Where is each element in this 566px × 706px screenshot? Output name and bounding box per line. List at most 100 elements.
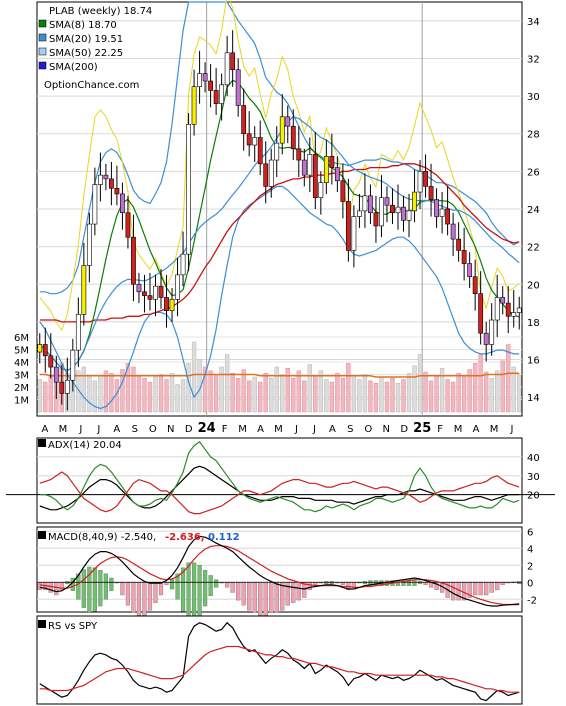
candle-body [70, 349, 76, 381]
candle-body [114, 188, 120, 195]
candle-body [312, 154, 318, 199]
candle-body [362, 195, 368, 212]
volume-bar [379, 376, 384, 413]
minus-di-line [39, 471, 520, 515]
month-label: M [454, 424, 463, 435]
volume-bar [180, 379, 186, 413]
macd-histogram-bar [258, 582, 263, 616]
volume-bar [186, 363, 191, 413]
volume-bar [291, 378, 296, 413]
candle-body [131, 236, 136, 285]
volume-bar [48, 375, 53, 413]
volume-bar [131, 366, 136, 413]
candle-body [439, 208, 445, 217]
month-label: S [347, 424, 353, 435]
volume-bar [500, 360, 505, 413]
adx-label: ADX(14) 20.04 [48, 440, 122, 451]
rs-legend-swatch [38, 620, 46, 628]
candle-body [158, 285, 164, 298]
volume-bar [280, 374, 285, 413]
legend-label: SMA(20) 19.51 [49, 34, 123, 45]
candle-body [257, 137, 263, 165]
volume-tick-label: 1M [14, 396, 29, 407]
volume-bar [191, 341, 197, 413]
macd-histogram-bar [473, 582, 478, 596]
legend-label: PLAB (weekly) 18.74 [49, 6, 152, 17]
candle-body [81, 265, 87, 315]
macd-histogram-bar [230, 582, 235, 593]
volume-bar [103, 370, 109, 413]
volume-bar [87, 376, 92, 413]
candle-body [417, 171, 423, 193]
volume-bar [340, 378, 346, 413]
sma20-line [39, 116, 520, 372]
macd-histogram-bar [191, 562, 197, 622]
candle-body [37, 344, 43, 353]
volume-bar [483, 371, 489, 413]
volume-bar [439, 368, 445, 413]
macd-histogram-bar [247, 582, 252, 611]
volume-bar [357, 379, 362, 413]
macd-histogram-bar [125, 582, 131, 606]
month-label: A [329, 424, 336, 435]
volume-bar [428, 380, 434, 413]
volume-bar [285, 368, 290, 413]
upper-band-line [39, 1, 520, 295]
macd-histogram-bar [241, 582, 246, 606]
macd-histogram-bar [280, 582, 285, 611]
volume-bar [241, 369, 246, 413]
price-tick-label: 24 [527, 205, 540, 216]
candle-body [323, 156, 329, 183]
candle-body [406, 210, 412, 221]
rs-line [39, 621, 520, 702]
candle-body [180, 253, 186, 276]
candle-body [230, 52, 236, 71]
month-label: J [294, 424, 298, 435]
macd-histogram-bar [169, 578, 175, 590]
candle-body [279, 116, 285, 144]
macd-histogram-bar [324, 581, 329, 585]
volume-bar [224, 354, 230, 413]
rs-average-line [39, 645, 520, 693]
candle-body [285, 116, 291, 127]
volume-bar [445, 379, 450, 413]
candle-body [307, 154, 313, 176]
candle-body [290, 125, 296, 150]
macd-histogram-bar [87, 566, 92, 614]
candle-body [390, 204, 395, 214]
candle-body [120, 193, 125, 214]
watermark-text: OptionChance.com [44, 80, 139, 91]
candle-body [373, 212, 379, 227]
macd-histogram-bar [269, 582, 274, 614]
price-tick-label: 26 [527, 167, 540, 178]
month-label: A [42, 424, 49, 435]
volume-tick-label: 6M [14, 333, 29, 344]
volume-bar [390, 378, 395, 413]
legend-swatch [38, 61, 47, 70]
macd-histogram-bar [412, 580, 417, 586]
candle-body [263, 163, 269, 187]
candle-body [202, 73, 208, 82]
macd-histogram-bar [175, 573, 180, 600]
macd-histogram-bar [274, 582, 279, 614]
adx-tick-label: 40 [527, 453, 540, 464]
month-label: N [383, 424, 390, 435]
legend-swatch [38, 33, 47, 42]
adx-tick-label: 30 [527, 472, 540, 483]
candle-body [318, 182, 324, 199]
candle-body [505, 302, 511, 317]
month-label: M [59, 424, 68, 435]
macd-histogram-bar [109, 577, 114, 591]
volume-bar [37, 379, 42, 413]
volume-bar [125, 363, 131, 413]
macd-histogram-bar [147, 582, 153, 611]
volume-bar [175, 384, 180, 413]
volume-bar [417, 354, 423, 413]
volume-bar [373, 383, 379, 413]
candle-body [478, 293, 484, 334]
volume-bar [92, 380, 98, 413]
candle-body [92, 184, 98, 225]
macd-histogram-bar [142, 582, 147, 616]
candle-body [357, 210, 362, 217]
